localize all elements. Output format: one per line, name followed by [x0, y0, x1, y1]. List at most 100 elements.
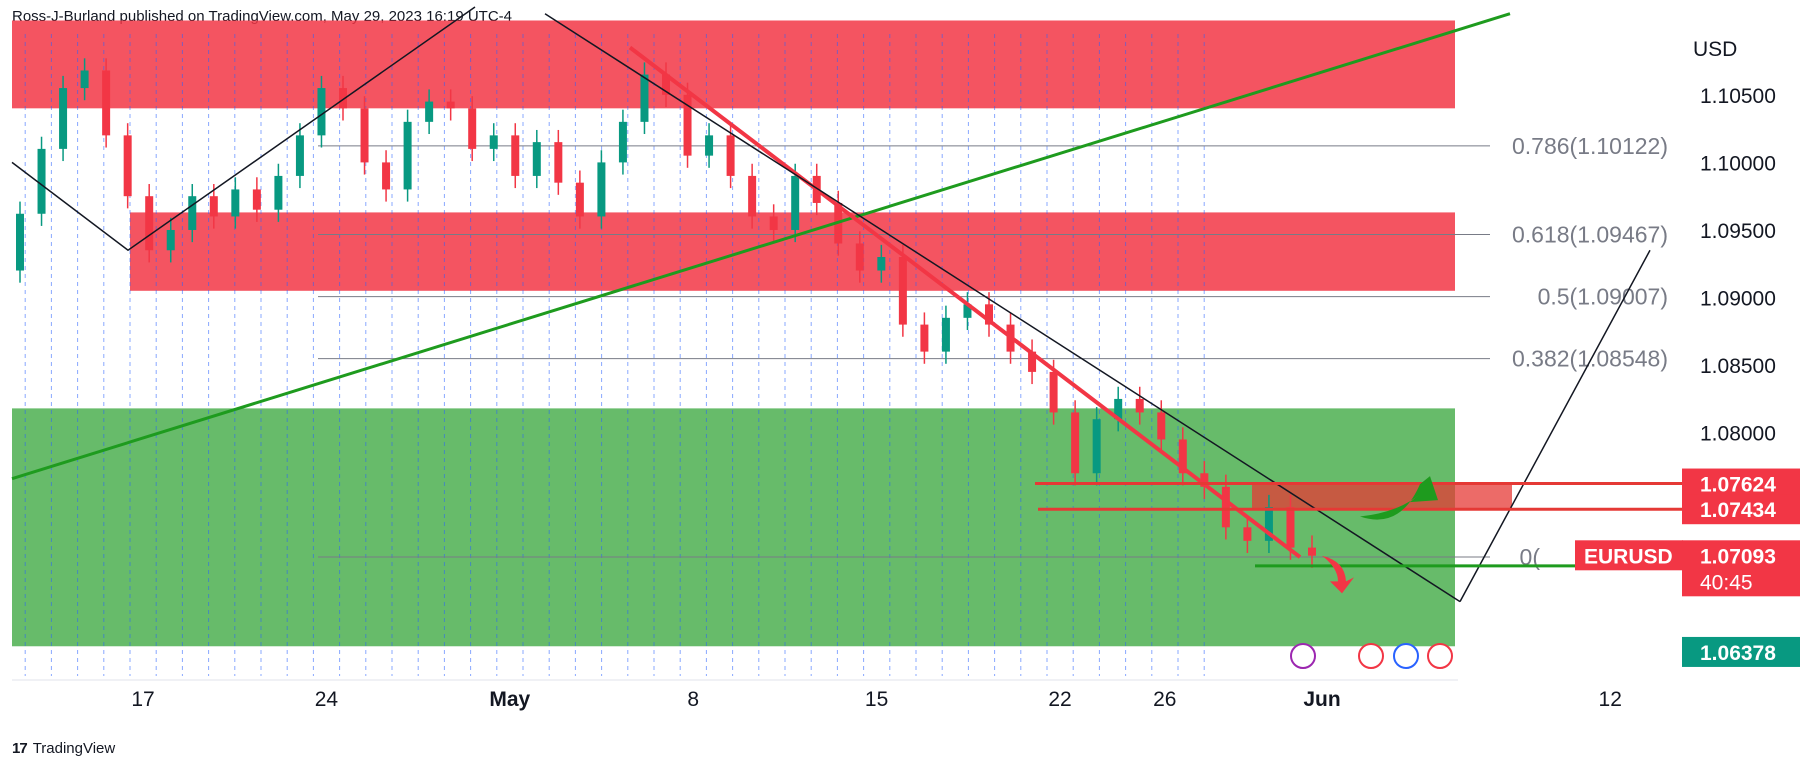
candle-body — [16, 213, 24, 271]
candle-body — [877, 257, 886, 271]
down-arrow-icon — [1322, 555, 1354, 594]
candle-body — [1178, 439, 1187, 474]
up-arrow-icon — [1360, 476, 1438, 520]
x-tick-label: 26 — [1153, 688, 1176, 711]
candle-body — [1092, 419, 1101, 474]
candle-body — [317, 88, 326, 136]
last-price-tag — [1682, 540, 1800, 597]
candle-body — [1200, 473, 1209, 487]
candle-body — [123, 135, 132, 197]
candle-body — [963, 304, 972, 318]
candle-body — [37, 148, 46, 214]
candle-body — [252, 189, 261, 210]
candle-body — [1157, 412, 1166, 440]
candle-body — [446, 101, 455, 109]
red-trendline — [628, 45, 1302, 559]
event-flag-icon — [1393, 643, 1419, 669]
candle-body — [339, 88, 347, 109]
y-tick-label: 1.10000 — [1700, 152, 1776, 175]
fib-label: 0.382(1.08548) — [1512, 346, 1668, 372]
symbol-tag — [1575, 540, 1683, 571]
black-zigzag — [11, 6, 476, 252]
candle-body — [855, 243, 864, 271]
countdown-label: 40:45 — [1700, 571, 1753, 594]
candle-body — [941, 317, 950, 352]
drawings-layer — [11, 6, 1796, 603]
candle-body — [102, 70, 111, 136]
y-tick-label: 1.09500 — [1700, 220, 1776, 243]
candle-body — [748, 175, 757, 217]
candle-body — [726, 135, 735, 176]
candle-body — [403, 121, 412, 190]
candle-body — [274, 175, 283, 210]
symbol-label: EURUSD — [1584, 545, 1673, 568]
candle-body — [80, 70, 89, 89]
candle-body — [532, 142, 541, 176]
candle-body — [295, 135, 304, 176]
x-tick-label: Jun — [1303, 688, 1340, 711]
price-tag — [1682, 494, 1800, 525]
candle-body — [145, 196, 154, 251]
candle-body — [1264, 507, 1273, 541]
x-tick-label: 15 — [865, 688, 888, 711]
candle-body — [489, 135, 498, 149]
footer: 17 TradingView — [12, 740, 115, 757]
price-tag-label: 1.07624 — [1700, 474, 1776, 497]
x-tick-label: May — [489, 688, 530, 711]
last-price-label: 1.07093 — [1700, 545, 1776, 568]
candle-body — [920, 324, 929, 352]
zone-supply-3 — [1252, 484, 1512, 510]
candle-body — [1071, 412, 1080, 474]
candle-body — [1286, 507, 1295, 548]
y-tick-label: 1.08500 — [1700, 355, 1776, 378]
fib-label: 0( — [1520, 544, 1541, 570]
candle-body — [1028, 351, 1037, 372]
candle-body — [705, 135, 714, 156]
candle-body — [425, 101, 434, 122]
candle-body — [985, 304, 993, 325]
zone-layer — [12, 20, 1512, 647]
event-flag-icon — [1358, 643, 1384, 669]
candle-body — [618, 121, 627, 163]
candle-body — [597, 162, 606, 217]
candle-body — [791, 175, 800, 230]
candle-body — [360, 108, 369, 163]
candle-body — [511, 135, 520, 176]
candle-body — [640, 74, 649, 122]
x-tick-label: 24 — [315, 688, 339, 711]
currency-label: USD — [1693, 38, 1737, 61]
brand-label: TradingView — [32, 740, 116, 757]
candle-body — [1049, 371, 1058, 413]
projection-line — [1459, 249, 1651, 603]
x-tick-label: 12 — [1599, 688, 1622, 711]
fib-label: 0.5(1.09007) — [1538, 284, 1668, 310]
fib-label: 0.786(1.10122) — [1512, 133, 1668, 159]
event-flag-icon — [1427, 643, 1453, 669]
candle-body — [468, 108, 477, 149]
candle-body — [1114, 398, 1123, 420]
candle-body — [231, 189, 240, 217]
candle-body — [1221, 486, 1230, 528]
axes-layer: 17 24 May 8 15 22 26 Jun 12 USD 1.10500 1.10000 1.09… — [12, 38, 1800, 711]
x-tick-label: 8 — [687, 688, 699, 711]
event-flag-icon — [1290, 643, 1316, 669]
candle-body — [166, 229, 175, 251]
candle-body — [209, 196, 218, 217]
y-tick-label: 1.08000 — [1700, 423, 1776, 446]
candle-body — [188, 196, 197, 230]
candle-body — [1308, 547, 1316, 556]
tradingview-logo-icon: 17 — [12, 740, 28, 757]
candle-body — [1243, 527, 1252, 541]
session-dividers — [24, 34, 1205, 676]
price-tag-label: 1.06378 — [1700, 642, 1776, 665]
candle-body — [769, 216, 778, 230]
candle-body — [59, 88, 68, 149]
candle-body — [683, 94, 692, 156]
fib-label: 0.618(1.09467) — [1512, 221, 1668, 247]
candle-body — [662, 74, 670, 95]
black-trendline — [544, 13, 1461, 603]
price-tag — [1682, 636, 1800, 667]
x-tick-label: 22 — [1048, 688, 1071, 711]
candle-body — [382, 162, 391, 190]
